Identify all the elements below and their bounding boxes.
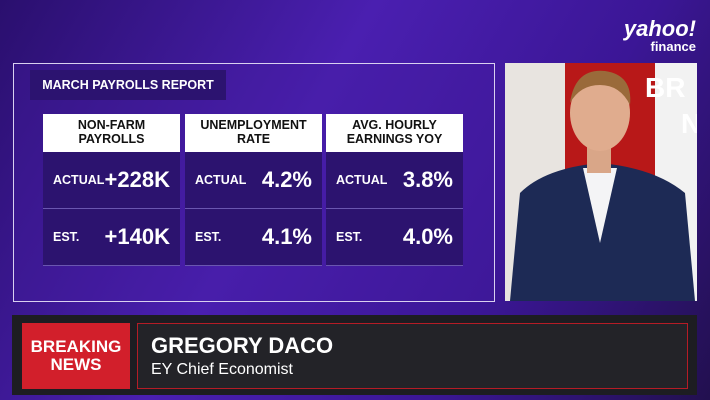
stat-row: ACTUAL 3.8% <box>326 152 463 209</box>
logo-brand: yahoo! <box>623 16 696 41</box>
guest-role: EY Chief Economist <box>151 361 293 378</box>
stat-label: EST. <box>195 230 222 244</box>
shirt <box>583 168 617 243</box>
lower-third: BREAKING NEWS GREGORY DACO EY Chief Econ… <box>12 315 697 395</box>
logo: yahoo! finance <box>623 16 696 54</box>
video-scene: BR N <box>505 63 697 301</box>
backdrop-text: BR <box>645 72 685 103</box>
stat-card: AVG. HOURLY EARNINGS YOY ACTUAL 3.8% EST. 4.… <box>326 114 463 266</box>
hair <box>570 70 631 105</box>
stat-label: ACTUAL <box>53 173 105 187</box>
stat-row: EST. +140K <box>43 209 180 266</box>
stat-card: UNEMPLOYMENT RATE ACTUAL 4.2% EST. 4.1% <box>185 114 322 266</box>
panel-title: MARCH PAYROLLS REPORT <box>30 70 226 100</box>
card-header: UNEMPLOYMENT RATE <box>185 114 322 152</box>
stat-label: ACTUAL <box>195 173 247 187</box>
stat-label: ACTUAL <box>336 173 388 187</box>
suit <box>510 163 695 301</box>
stat-row: EST. 4.1% <box>185 209 322 266</box>
stat-row: ACTUAL +228K <box>43 152 180 209</box>
stat-value: 4.2% <box>261 167 312 192</box>
stat-value: 4.0% <box>402 224 453 249</box>
card-header: AVG. HOURLY EARNINGS YOY <box>326 114 463 152</box>
stat-value: 3.8% <box>402 167 453 192</box>
stat-row: ACTUAL 4.2% <box>185 152 322 209</box>
guest-name: GREGORY DACO <box>151 333 334 358</box>
backdrop-text: N <box>681 108 697 139</box>
video-feed: BR N <box>505 63 697 301</box>
stat-value: 4.1% <box>261 224 312 249</box>
stat-row: EST. 4.0% <box>326 209 463 266</box>
payrolls-panel: MARCH PAYROLLS REPORT NON-FARM PAYROLLS A… <box>13 63 495 302</box>
breaking-badge: BREAKING NEWS <box>22 323 130 389</box>
stat-card: NON-FARM PAYROLLS ACTUAL +228K EST. +140K <box>43 114 180 266</box>
card-header: NON-FARM PAYROLLS <box>43 114 180 152</box>
stat-value: +228K <box>104 167 170 192</box>
face <box>570 75 630 151</box>
stat-value: +140K <box>104 224 170 249</box>
logo-product: finance <box>650 39 696 54</box>
stat-label: EST. <box>336 230 363 244</box>
name-box: GREGORY DACO EY Chief Economist <box>137 323 688 389</box>
stat-label: EST. <box>53 230 80 244</box>
